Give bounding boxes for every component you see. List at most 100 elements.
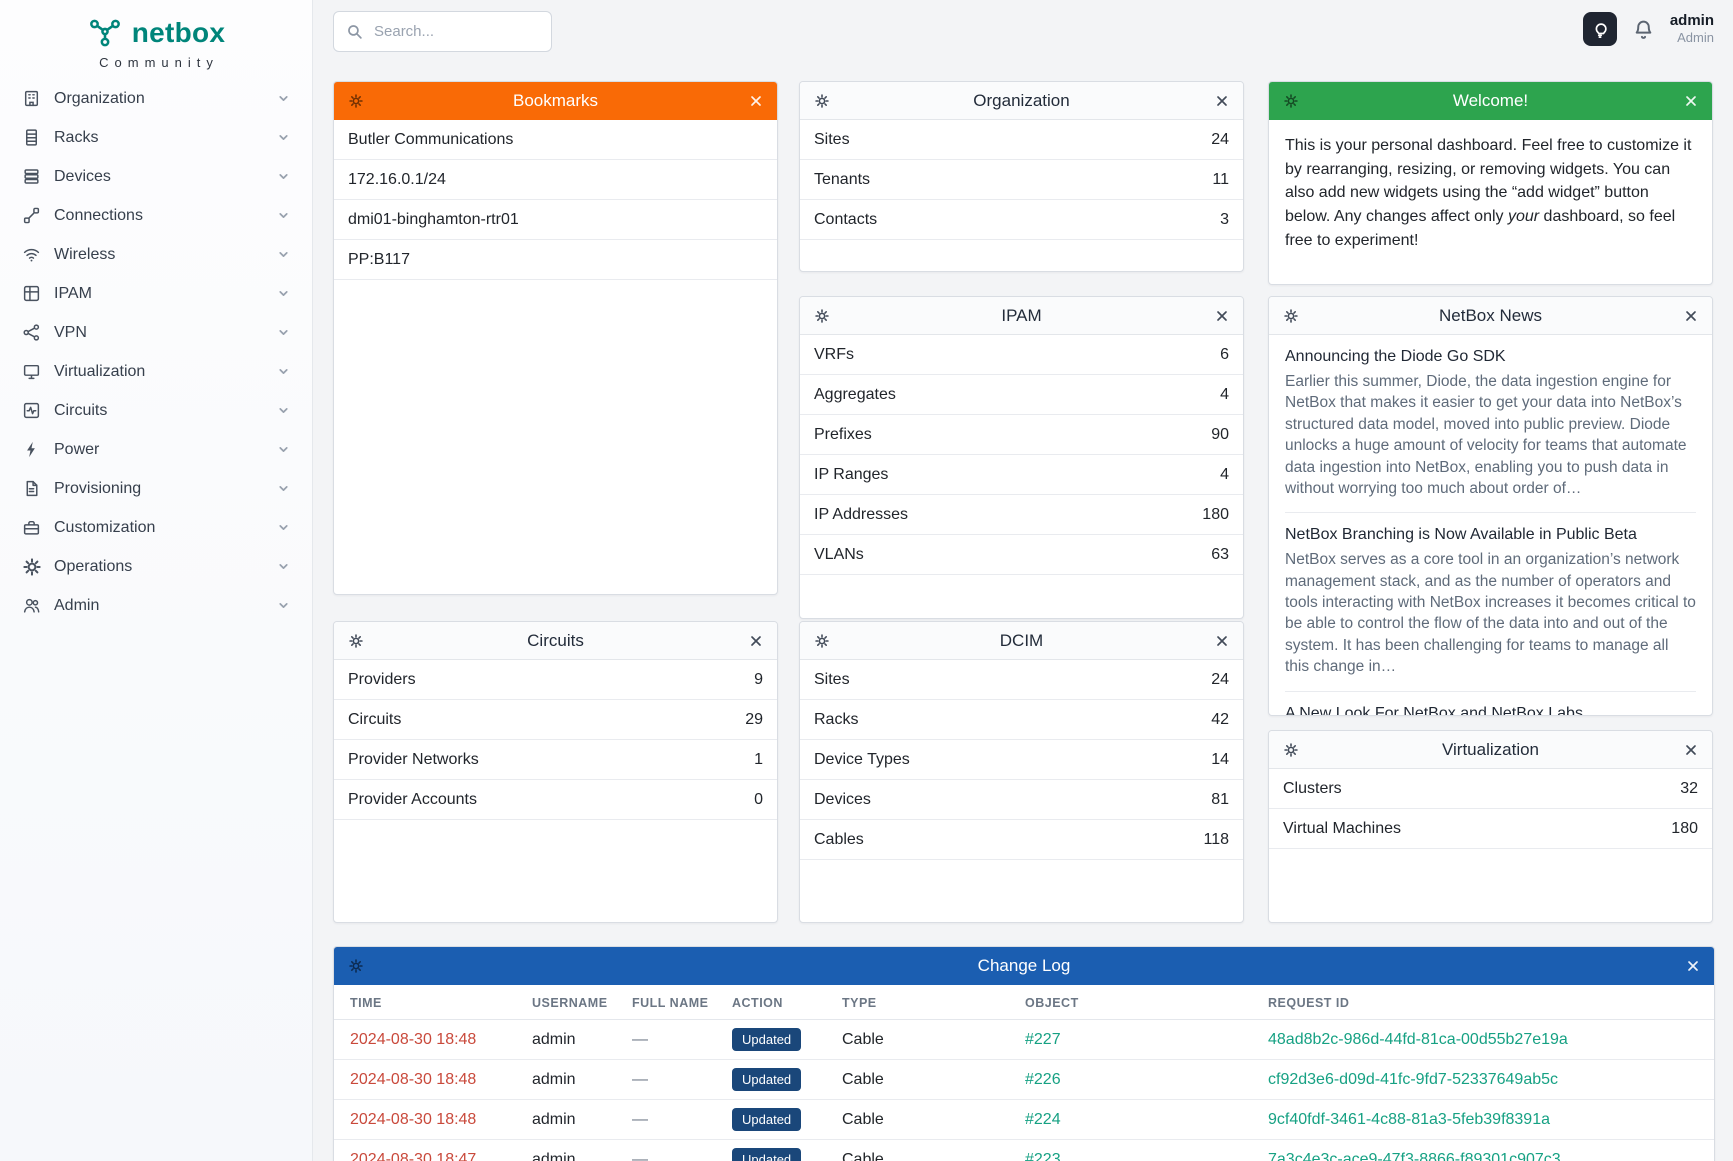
sidebar-item-power[interactable]: Power (0, 430, 312, 469)
theme-toggle-button[interactable] (1582, 12, 1617, 47)
virtualization-widget: Virtualization Clusters 32 Virtual Machi… (1268, 730, 1713, 923)
stat-row[interactable]: Cables 118 (800, 820, 1243, 860)
circuits-close-button[interactable] (746, 631, 766, 651)
changelog-time-link[interactable]: 2024-08-30 18:48 (350, 1070, 477, 1088)
bookmark-link[interactable]: PP:B117 (334, 240, 777, 280)
dcim-stats: Sites 24 Racks 42 Device Types 14 D (800, 660, 1243, 922)
changelog-time-link[interactable]: 2024-08-30 18:48 (350, 1030, 477, 1048)
sidebar-item-customization[interactable]: Customization (0, 508, 312, 547)
sidebar-item-racks[interactable]: Racks (0, 118, 312, 157)
circuits-widget: Circuits Providers 9 Circuits 29 (333, 621, 778, 923)
brand-logo[interactable]: netbox Community (0, 0, 312, 70)
circuits-config-button[interactable] (345, 630, 367, 652)
welcome-text-emphasis: your (1507, 208, 1540, 226)
sidebar-item-ipam[interactable]: IPAM (0, 274, 312, 313)
sidebar-item-operations[interactable]: Operations (0, 547, 312, 586)
stat-label: Virtual Machines (1283, 819, 1401, 837)
users-icon (22, 596, 41, 615)
sidebar-item-vpn[interactable]: VPN (0, 313, 312, 352)
changelog-object-link[interactable]: #226 (1025, 1070, 1061, 1088)
stat-row[interactable]: Tenants 11 (800, 160, 1243, 200)
chevron-down-icon (277, 521, 290, 534)
changelog-row: 2024-08-30 18:48 admin — Updated Cable #… (334, 1059, 1714, 1100)
news-item-title[interactable]: NetBox Branching is Now Available in Pub… (1285, 526, 1637, 544)
ipam-config-button[interactable] (811, 305, 833, 327)
sidebar-item-virtualization[interactable]: Virtualization (0, 352, 312, 391)
bookmark-link[interactable]: dmi01-binghamton-rtr01 (334, 200, 777, 240)
bookmarks-close-button[interactable] (746, 91, 766, 111)
stat-label: Provider Accounts (348, 790, 477, 808)
stat-value: 63 (1211, 545, 1229, 563)
changelog-request-link[interactable]: cf92d3e6-d09d-41fc-9fd7-52337649ab5c (1268, 1070, 1559, 1088)
news-close-button[interactable] (1681, 306, 1701, 326)
stat-row[interactable]: Provider Accounts 0 (334, 780, 777, 820)
chevron-down-icon (277, 560, 290, 573)
ipam-close-button[interactable] (1212, 306, 1232, 326)
changelog-username: admin (524, 1019, 624, 1060)
dcim-close-button[interactable] (1212, 631, 1232, 651)
welcome-close-button[interactable] (1681, 91, 1701, 111)
circuits-stats: Providers 9 Circuits 29 Provider Network… (334, 660, 777, 922)
stat-row[interactable]: Contacts 3 (800, 200, 1243, 240)
sidebar-item-circuits[interactable]: Circuits (0, 391, 312, 430)
changelog-request-link[interactable]: 9cf40fdf-3461-4c88-81a3-5feb39f8391a (1268, 1110, 1550, 1128)
news-list: Announcing the Diode Go SDK Earlier this… (1269, 335, 1712, 715)
changelog-request-link[interactable]: 48ad8b2c-986d-44fd-81ca-00d55b27e19a (1268, 1030, 1568, 1048)
dcim-widget-title: DCIM (999, 630, 1044, 650)
stat-row[interactable]: Virtual Machines 180 (1269, 809, 1712, 849)
news-config-button[interactable] (1280, 305, 1302, 327)
virtualization-close-button[interactable] (1681, 740, 1701, 760)
news-item-title[interactable]: A New Look For NetBox and NetBox Labs (1285, 704, 1583, 716)
sidebar-item-provisioning[interactable]: Provisioning (0, 469, 312, 508)
stat-row[interactable]: Clusters 32 (1269, 769, 1712, 809)
stat-row[interactable]: VRFs 6 (800, 335, 1243, 375)
stat-row[interactable]: Devices 81 (800, 780, 1243, 820)
changelog-time-link[interactable]: 2024-08-30 18:48 (350, 1110, 477, 1128)
changelog-object-link[interactable]: #227 (1025, 1030, 1061, 1048)
sidebar-item-devices[interactable]: Devices (0, 157, 312, 196)
changelog-config-button[interactable] (345, 955, 367, 977)
ipam-widget-title: IPAM (1001, 305, 1042, 325)
changelog-object-link[interactable]: #224 (1025, 1110, 1061, 1128)
notifications-button[interactable] (1631, 17, 1656, 42)
changelog-object-link[interactable]: #223 (1025, 1150, 1061, 1161)
close-icon (1216, 635, 1228, 647)
stat-row[interactable]: Sites 24 (800, 120, 1243, 160)
search-input[interactable] (333, 11, 552, 52)
stat-row[interactable]: Prefixes 90 (800, 415, 1243, 455)
changelog-close-button[interactable] (1683, 956, 1703, 976)
stat-row[interactable]: Device Types 14 (800, 740, 1243, 780)
stat-row[interactable]: Sites 24 (800, 660, 1243, 700)
bookmarks-widget-header: Bookmarks (334, 82, 777, 120)
stat-row[interactable]: VLANs 63 (800, 535, 1243, 575)
stat-row[interactable]: IP Addresses 180 (800, 495, 1243, 535)
news-item-title[interactable]: Announcing the Diode Go SDK (1285, 348, 1506, 365)
sidebar-item-connections[interactable]: Connections (0, 196, 312, 235)
brand-name: netbox (131, 17, 226, 48)
bookmark-link[interactable]: 172.16.0.1/24 (334, 160, 777, 200)
stat-row[interactable]: IP Ranges 4 (800, 455, 1243, 495)
welcome-text-part: dashboard, so feel free to experiment! (1285, 208, 1676, 249)
stat-row[interactable]: Provider Networks 1 (334, 740, 777, 780)
changelog-time-link[interactable]: 2024-08-30 18:47 (350, 1150, 477, 1161)
user-menu[interactable]: admin Admin (1670, 12, 1714, 46)
organization-config-button[interactable] (811, 90, 833, 112)
bookmark-link[interactable]: Butler Communications (334, 120, 777, 160)
sidebar-item-admin[interactable]: Admin (0, 586, 312, 625)
sidebar-item-wireless[interactable]: Wireless (0, 235, 312, 274)
virtualization-config-button[interactable] (1280, 739, 1302, 761)
dcim-config-button[interactable] (811, 630, 833, 652)
user-name: admin (1669, 12, 1714, 29)
stat-row[interactable]: Providers 9 (334, 660, 777, 700)
bookmarks-config-button[interactable] (345, 90, 367, 112)
stat-row[interactable]: Aggregates 4 (800, 375, 1243, 415)
changelog-request-link[interactable]: 7a3c4e3c-ace9-47f3-8866-f89301c907c3 (1268, 1150, 1561, 1161)
sidebar-item-label: Virtualization (54, 362, 146, 380)
stat-row[interactable]: Circuits 29 (334, 700, 777, 740)
stat-label: Circuits (348, 710, 402, 728)
welcome-config-button[interactable] (1280, 90, 1302, 112)
sidebar-item-organization[interactable]: Organization (0, 79, 312, 118)
building-icon (22, 89, 41, 108)
organization-close-button[interactable] (1212, 91, 1232, 111)
stat-row[interactable]: Racks 42 (800, 700, 1243, 740)
